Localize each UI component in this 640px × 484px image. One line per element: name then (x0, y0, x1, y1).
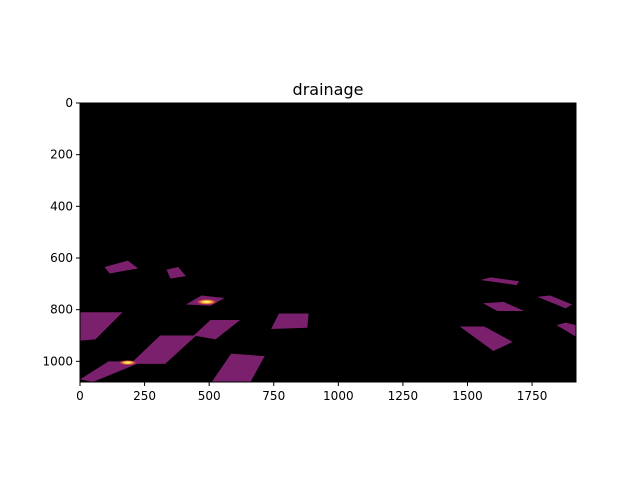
heatmap-region-2 (166, 267, 186, 279)
x-tick-label: 1000 (323, 389, 354, 403)
heatmap-region-5 (193, 320, 241, 340)
x-tick-label: 1750 (517, 389, 548, 403)
x-axis: 0 250 500 750 1000 1250 1500 1750 (76, 382, 547, 403)
x-tick-label: 0 (76, 389, 84, 403)
x-tick-label: 500 (198, 389, 221, 403)
heatmap-region-7 (80, 361, 144, 382)
x-tick-label: 1500 (452, 389, 483, 403)
heatmap-region-9 (271, 313, 309, 330)
chart-title: drainage (293, 80, 364, 99)
heatmap-region-11 (483, 301, 525, 311)
y-tick-label: 1000 (42, 354, 73, 368)
heatmap-region-1 (104, 260, 139, 274)
heatmap-region-13 (459, 326, 513, 351)
heatmap-region-8 (211, 353, 265, 382)
heatmap-hotspot-1 (195, 298, 218, 305)
heatmap-regions (80, 260, 576, 382)
heatmap-region-12 (537, 295, 573, 309)
x-tick-label: 1250 (388, 389, 419, 403)
heatmap-region-14 (556, 322, 576, 337)
heatmap-hotspots (118, 298, 218, 366)
y-tick-label: 600 (50, 251, 73, 265)
heatmap-region-10 (480, 277, 520, 286)
plot-frame (79, 102, 577, 383)
x-tick-label: 750 (262, 389, 285, 403)
y-tick-label: 0 (65, 96, 73, 110)
heatmap-region-4 (80, 312, 123, 341)
heatmap-region-6 (130, 335, 197, 364)
heatmap-hotspot-2 (118, 360, 138, 366)
y-tick-label: 400 (50, 199, 73, 213)
y-axis: 0 200 400 600 800 1000 (42, 96, 80, 368)
y-tick-label: 200 (50, 148, 73, 162)
y-tick-label: 800 (50, 303, 73, 317)
x-tick-label: 250 (133, 389, 156, 403)
